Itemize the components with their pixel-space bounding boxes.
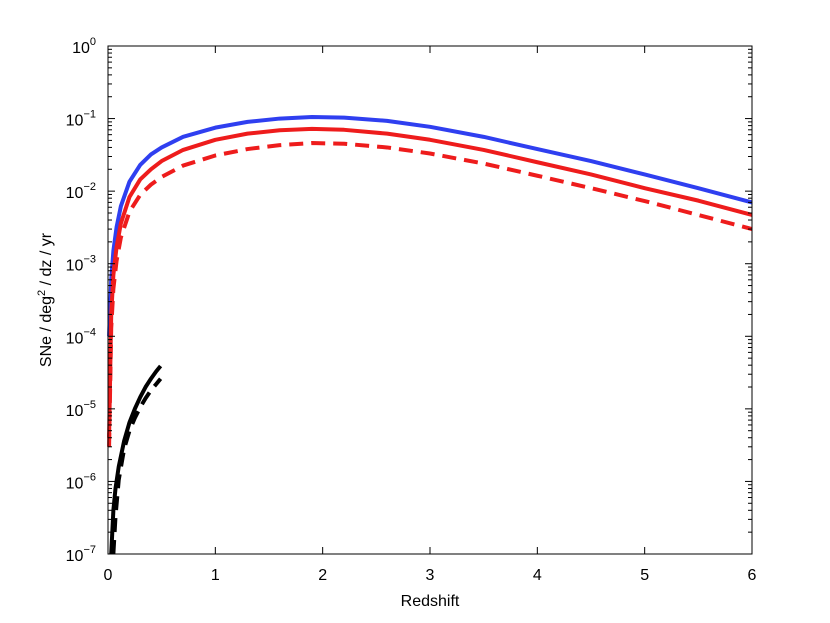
axes-box: [107, 45, 753, 555]
x-tick-label: 5: [640, 567, 649, 584]
x-tick-label: 6: [748, 567, 757, 584]
series-line-4: [109, 364, 163, 555]
y-tick-label: 10−6: [66, 471, 96, 492]
x-tick-label: 4: [533, 567, 542, 584]
x-tick-label: 0: [104, 567, 113, 584]
y-axis-title-superscript: 2: [36, 290, 48, 296]
series-line-1: [107, 115, 753, 337]
y-tick-label: 10−3: [66, 254, 96, 275]
series-line-5: [111, 377, 163, 555]
x-tick-label: 2: [318, 567, 327, 584]
y-tick-labels: 10−7 10−6 10−5 10−4 10−3 10−2 10−1 100: [66, 36, 96, 565]
series-layer: [107, 115, 753, 555]
x-tick-label: 3: [426, 567, 435, 584]
x-axis-title: Redshift: [401, 593, 460, 610]
y-tick-label: 100: [72, 36, 96, 57]
x-tick-label: 1: [211, 567, 220, 584]
y-tick-label: 10−4: [66, 326, 96, 347]
plot-area: [108, 46, 752, 554]
y-tick-label: 10−5: [66, 399, 96, 420]
ticks-layer: [107, 45, 753, 555]
x-tick-labels: 0 1 2 3 4 5 6: [104, 567, 757, 584]
y-tick-label: 10−2: [66, 181, 96, 202]
series-line-3: [107, 141, 753, 447]
y-axis-title-main: SNe / deg: [38, 296, 55, 367]
y-axis-title: SNe / deg2 / dz / yr: [36, 232, 55, 367]
y-tick-label: 10−7: [66, 544, 96, 565]
series-line-2: [107, 126, 753, 438]
y-tick-label: 10−1: [66, 109, 96, 130]
y-axis-title-rest: / dz / yr: [38, 232, 55, 290]
